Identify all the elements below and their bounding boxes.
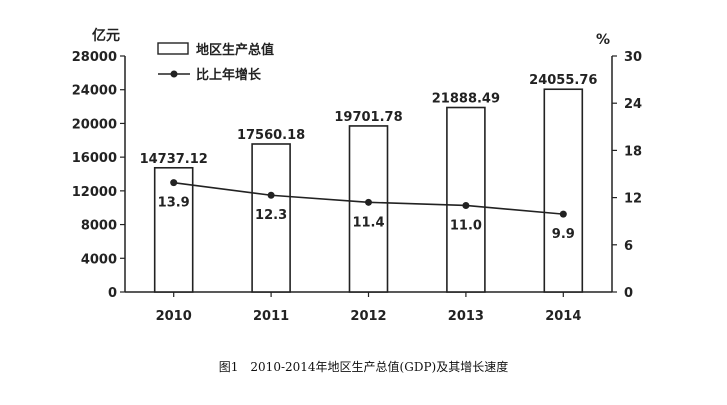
legend-bar-label: 地区生产总值 <box>196 42 274 58</box>
growth-value-label: 12.3 <box>255 208 287 223</box>
legend-line-marker <box>170 70 178 78</box>
bar <box>543 88 584 293</box>
growth-point <box>462 201 470 209</box>
y-left-tick-label: 28000 <box>72 50 117 65</box>
bar-value-label: 24055.76 <box>529 73 597 88</box>
growth-value-label: 13.9 <box>158 196 190 211</box>
x-tick-label: 2012 <box>350 309 386 324</box>
y-left-unit: 亿元 <box>92 27 120 44</box>
y-left-tick-label: 12000 <box>72 185 117 200</box>
growth-value-label: 11.4 <box>352 215 384 230</box>
figure-caption: 图1 2010-2014年地区生产总值(GDP)及其增长速度 <box>218 360 509 374</box>
y-left-tick-label: 24000 <box>72 84 117 99</box>
y-right-tick-label: 0 <box>624 286 633 301</box>
y-left-tick-label: 4000 <box>81 252 117 267</box>
y-right-tick-label: 6 <box>624 239 633 254</box>
growth-value-label: 9.9 <box>552 227 575 242</box>
y-right-tick-label: 24 <box>624 97 642 112</box>
y-right-tick-label: 30 <box>624 50 642 65</box>
legend-bar-swatch <box>157 42 189 55</box>
x-tick-label: 2010 <box>156 309 192 324</box>
y-right-tick-label: 18 <box>624 144 642 159</box>
bar <box>251 143 291 293</box>
growth-point <box>559 210 567 218</box>
y-right-unit: % <box>596 32 610 48</box>
y-left-tick-label: 0 <box>108 286 117 301</box>
y-right-tick-label: 12 <box>624 192 642 207</box>
growth-point <box>267 191 275 199</box>
bar-value-label: 19701.78 <box>334 110 402 125</box>
x-tick-label: 2014 <box>545 309 581 324</box>
x-tick-label: 2013 <box>448 309 484 324</box>
bar-value-label: 14737.12 <box>140 152 208 167</box>
y-left-tick-label: 20000 <box>72 117 117 132</box>
growth-point <box>365 198 372 206</box>
growth-point <box>170 179 178 187</box>
y-left-tick-label: 8000 <box>81 219 117 234</box>
growth-value-label: 11.0 <box>450 218 482 233</box>
x-tick-label: 2011 <box>253 309 289 324</box>
bar-value-label: 21888.49 <box>432 92 500 107</box>
legend-line-label: 比上年增长 <box>196 67 262 83</box>
bar <box>153 166 194 293</box>
bar <box>446 106 486 293</box>
y-left-tick-label: 16000 <box>72 151 117 166</box>
bar-value-label: 17560.18 <box>237 128 305 143</box>
bar <box>348 125 389 293</box>
